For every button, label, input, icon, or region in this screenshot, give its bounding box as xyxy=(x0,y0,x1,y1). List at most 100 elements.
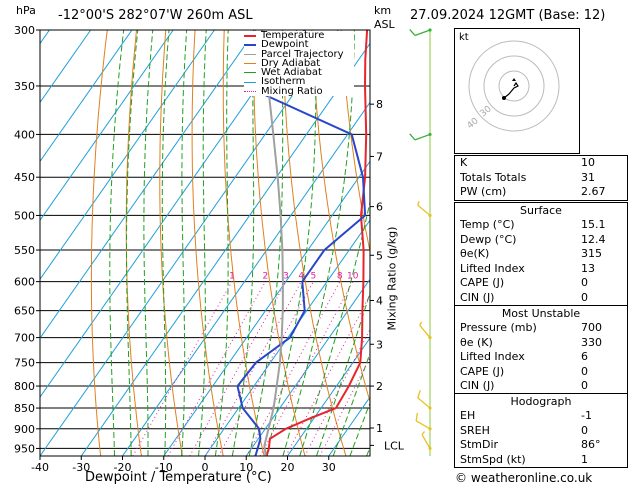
datetime-label: 27.09.2024 12GMT (Base: 12) xyxy=(410,8,606,23)
wet-adiabat xyxy=(349,401,370,456)
hodograph-info-title: Hodograph xyxy=(510,395,572,408)
surface-row: Dewp (°C) 12.4 xyxy=(455,233,627,248)
wet-adiabat xyxy=(198,30,207,456)
most-unstable-value: 0 xyxy=(581,379,588,393)
temperature-tick-label: -30 xyxy=(72,461,90,474)
surface-value: 0 xyxy=(581,290,588,304)
surface-box: Surface Temp (°C) 15.1 Dewp (°C) 12.4 θe(K) 3… xyxy=(454,202,628,307)
x-axis-title: Dewpoint / Temperature (°C) xyxy=(85,470,272,485)
mixing-ratio-line xyxy=(132,281,233,456)
hodograph-row: SREH 0 xyxy=(455,424,627,439)
km-tick-label: 1 xyxy=(376,422,383,435)
dry-adiabat xyxy=(90,30,108,456)
wind-barb-staff xyxy=(417,204,431,216)
mixing-ratio-label: 10 xyxy=(347,272,359,282)
wind-barb-dot xyxy=(428,427,432,431)
hodograph-unit: kt xyxy=(459,32,469,43)
mixing-ratio-label: 25 xyxy=(403,272,414,282)
wet-adiabat xyxy=(181,30,188,456)
hodograph-row: StmDir 86° xyxy=(455,438,627,453)
legend-item: Dewpoint xyxy=(244,39,354,51)
wind-barb xyxy=(419,321,432,340)
legend-item: Dry Adiabat xyxy=(244,58,354,69)
index-row: K 10 xyxy=(455,156,627,171)
km-tick-label: 4 xyxy=(376,294,383,307)
most-unstable-label: CAPE (J) xyxy=(460,364,505,378)
mixing-ratio-line xyxy=(205,281,302,456)
hodograph-trace xyxy=(503,81,519,99)
most-unstable-box: Most Unstable Pressure (mb) 700 θe (K) 330 L… xyxy=(454,305,628,395)
wind-barb-staff xyxy=(421,434,431,449)
most-unstable-value: 0 xyxy=(581,364,588,378)
legend-label: Isotherm xyxy=(261,76,306,88)
most-unstable-label: Pressure (mb) xyxy=(460,321,537,334)
wind-barb xyxy=(409,132,432,141)
pressure-tick-label: 800 xyxy=(14,380,35,393)
legend-swatch xyxy=(244,53,256,55)
most-unstable-row: Pressure (mb) 700 xyxy=(455,321,627,336)
surface-value: 12.4 xyxy=(581,232,606,246)
km-tick-label: 7 xyxy=(376,150,383,163)
wind-barb xyxy=(409,28,432,37)
isotherm-line xyxy=(40,30,257,340)
wind-barb-feather xyxy=(409,133,416,141)
mixing-ratio-line xyxy=(189,281,287,456)
dry-adiabat xyxy=(340,30,370,254)
most-unstable-label: θe (K) xyxy=(460,335,493,349)
wind-barb-feather xyxy=(415,412,419,421)
temperature-tick-label: 20 xyxy=(281,461,295,474)
legend-swatch xyxy=(244,34,256,37)
most-unstable-label: CIN (J) xyxy=(460,379,495,393)
dry-adiabat xyxy=(252,30,306,456)
isotherm-line xyxy=(40,30,298,398)
wind-barb-dot xyxy=(428,446,432,451)
temperature-tick-label: -20 xyxy=(114,461,132,474)
isotherm-line xyxy=(204,219,370,456)
wind-barb-dot xyxy=(428,406,432,410)
most-unstable-value: 700 xyxy=(581,321,602,334)
surface-label: θe(K) xyxy=(460,247,490,261)
indices-box: K 10 Totals Totals 31 PW (cm) 2.67 xyxy=(454,155,628,201)
wet-adiabat xyxy=(161,30,170,456)
wind-barb-feather xyxy=(421,431,426,435)
hodograph-label: StmSpd (kt) xyxy=(460,452,526,466)
wet-adiabat xyxy=(231,30,255,456)
legend-item: Mixing Ratio xyxy=(244,86,354,96)
legend-label: Dewpoint xyxy=(261,39,309,51)
legend-swatch xyxy=(244,43,256,46)
pressure-tick-label: 750 xyxy=(14,357,35,370)
wet-adiabat xyxy=(143,30,154,456)
surface-value: 15.1 xyxy=(581,218,606,231)
pressure-tick-label: 950 xyxy=(14,442,35,455)
legend-swatch xyxy=(244,81,256,83)
surface-value: 315 xyxy=(581,247,602,261)
wet-adiabat xyxy=(248,30,284,456)
hodograph-label: StmDir xyxy=(460,438,499,452)
hodograph-info-box: Hodograph EH -1 SREH 0 StmDir 86° StmSpd (kt) 1 xyxy=(454,393,628,469)
dry-adiabat xyxy=(159,30,183,456)
pressure-tick-label: 450 xyxy=(14,171,35,184)
hodograph-plot: kt 40 30 xyxy=(454,28,580,154)
legend-swatch xyxy=(244,63,256,65)
index-value: 10 xyxy=(581,156,595,169)
hodograph-label: SREH xyxy=(460,423,490,437)
legend-item: Temperature xyxy=(244,30,354,41)
wind-barb-dot xyxy=(428,132,432,137)
dry-adiabat xyxy=(222,30,265,456)
index-row: Totals Totals 31 xyxy=(455,171,627,186)
wind-barb xyxy=(421,431,432,451)
pressure-tick-label: 900 xyxy=(14,423,35,436)
wet-adiabat xyxy=(332,351,370,456)
hodograph-row: EH -1 xyxy=(455,409,627,424)
isotherm-line xyxy=(40,30,133,163)
surface-row: θe(K) 315 xyxy=(455,247,627,262)
index-label: K xyxy=(460,156,468,169)
wind-barb-staff xyxy=(414,133,431,141)
wind-barb-feather xyxy=(417,390,421,398)
wet-adiabat xyxy=(214,30,229,456)
wind-barb-staff xyxy=(419,324,431,338)
surface-value: 0 xyxy=(581,276,588,290)
wind-barb-staff xyxy=(414,29,431,37)
surface-label: CIN (J) xyxy=(460,290,495,304)
wet-adiabat xyxy=(299,199,370,456)
